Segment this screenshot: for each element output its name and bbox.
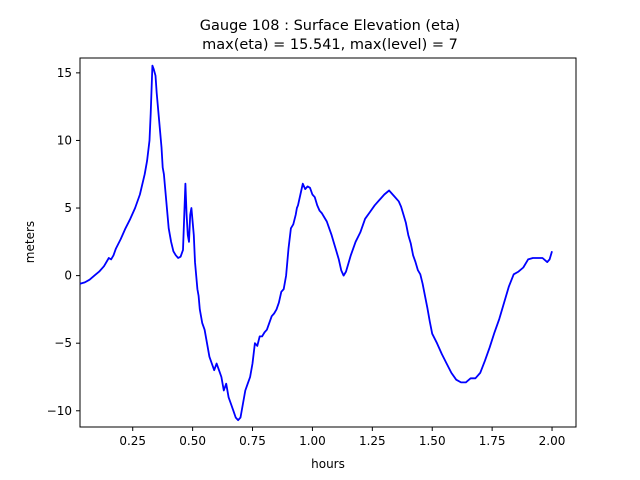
y-tick-label: 10 xyxy=(57,133,72,147)
y-axis-label: meters xyxy=(23,221,37,263)
x-tick-label: 1.75 xyxy=(479,434,506,448)
x-tick-label: 0.75 xyxy=(239,434,266,448)
x-axis-ticks: 0.25 0.50 0.75 1.00 1.25 1.50 1.75 2.00 xyxy=(119,427,565,448)
y-tick-label: −10 xyxy=(47,404,72,418)
y-tick-label: 0 xyxy=(64,269,72,283)
x-tick-label: 0.25 xyxy=(119,434,146,448)
chart-title-line2: max(eta) = 15.541, max(level) = 7 xyxy=(202,37,458,53)
x-tick-label: 1.00 xyxy=(299,434,326,448)
plot-area-frame xyxy=(79,57,577,428)
y-tick-label: 15 xyxy=(57,66,72,80)
y-tick-label: 5 xyxy=(64,201,72,215)
eta-series-line xyxy=(79,64,553,422)
x-tick-label: 0.50 xyxy=(179,434,206,448)
x-tick-label: 1.25 xyxy=(359,434,386,448)
x-axis-label: hours xyxy=(311,457,345,471)
x-tick-label: 1.50 xyxy=(419,434,446,448)
y-axis-ticks: −10 −5 0 5 10 15 xyxy=(47,66,80,418)
y-tick-label: −5 xyxy=(54,336,72,350)
chart-title-line1: Gauge 108 : Surface Elevation (eta) xyxy=(200,18,460,34)
x-tick-label: 2.00 xyxy=(539,434,566,448)
